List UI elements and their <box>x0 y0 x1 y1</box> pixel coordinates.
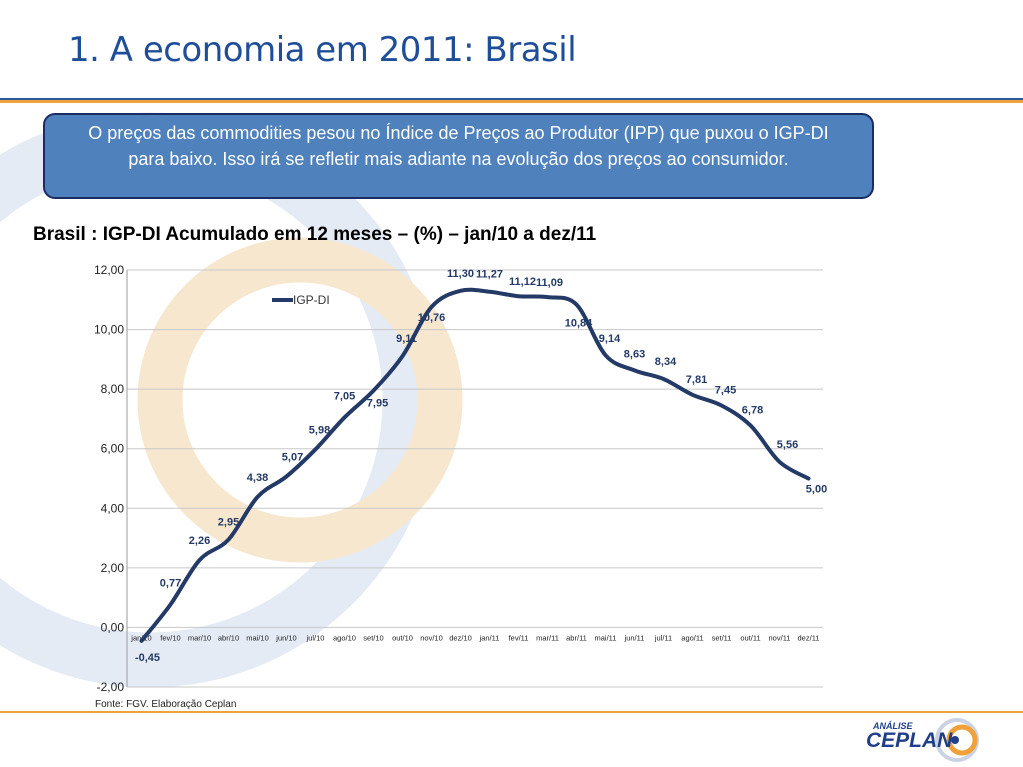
x-tick-label: jul/11 <box>654 633 672 642</box>
slide-title: 1. A economia em 2011: Brasil <box>68 30 577 70</box>
y-tick-label: 0,00 <box>101 620 125 634</box>
x-tick-label: nov/11 <box>769 633 791 642</box>
data-point <box>575 303 578 307</box>
legend-label: IGP-DI <box>293 293 330 307</box>
data-label: 5,07 <box>282 451 303 463</box>
x-tick-label: jun/11 <box>624 633 645 642</box>
data-label: 9,14 <box>599 333 621 345</box>
x-tick-label: ago/11 <box>681 633 703 642</box>
data-label: 10,84 <box>565 318 593 330</box>
data-point <box>633 368 636 372</box>
chart-title: Brasil : IGP-DI Acumulado em 12 meses – … <box>33 224 597 245</box>
data-point <box>430 305 433 309</box>
data-label: 5,98 <box>309 424 330 436</box>
y-tick-label: 8,00 <box>101 382 125 396</box>
data-label: 2,26 <box>189 535 210 547</box>
x-tick-label: nov/10 <box>420 633 443 642</box>
x-tick-label: dez/11 <box>798 633 820 642</box>
data-label: 7,81 <box>686 374 707 386</box>
data-label: -0,45 <box>135 652 160 664</box>
data-label: 11,30 <box>447 268 474 280</box>
y-tick-label: 4,00 <box>101 501 125 515</box>
title-divider <box>0 98 1023 103</box>
data-point <box>488 290 491 294</box>
y-tick-label: 6,00 <box>101 442 125 456</box>
x-tick-label: mar/10 <box>188 633 211 642</box>
data-point <box>169 602 172 606</box>
callout-box: O preços das commodities pesou no Índice… <box>43 113 874 199</box>
y-tick-label: -2,00 <box>97 680 125 694</box>
x-tick-label: dez/10 <box>449 633 472 642</box>
data-label: 4,38 <box>247 472 268 484</box>
logo-tagline: ANÁLISE <box>873 721 913 731</box>
data-point <box>807 477 810 480</box>
data-point <box>198 558 201 562</box>
x-tick-label: mai/10 <box>246 633 269 642</box>
data-point <box>604 353 607 357</box>
data-point <box>140 639 143 643</box>
data-label: 2,95 <box>218 517 239 529</box>
data-point <box>459 289 462 293</box>
x-tick-label: out/11 <box>740 633 760 642</box>
data-label: 0,77 <box>160 577 181 589</box>
x-tick-label: mar/11 <box>536 633 559 642</box>
y-tick-label: 2,00 <box>101 561 125 575</box>
x-tick-label: jan/10 <box>130 633 151 642</box>
data-point <box>720 404 723 408</box>
data-label: 9,11 <box>396 333 417 345</box>
data-label: 11,27 <box>476 269 503 281</box>
data-point <box>778 460 781 464</box>
data-label: 11,09 <box>536 277 563 289</box>
y-tick-label: 12,00 <box>94 263 124 277</box>
source-note: Fonte: FGV. Elaboração Ceplan <box>95 699 237 710</box>
data-label: 6,78 <box>742 404 763 416</box>
data-point <box>256 495 259 499</box>
data-point <box>314 447 317 451</box>
data-point <box>691 393 694 397</box>
data-label: 7,95 <box>367 398 388 410</box>
data-label: 7,45 <box>715 385 736 397</box>
data-point <box>401 354 404 358</box>
x-tick-label: abr/11 <box>566 633 587 642</box>
data-point <box>285 474 288 478</box>
data-label: 7,05 <box>334 390 355 402</box>
x-tick-label: fev/11 <box>509 633 529 642</box>
data-point <box>343 415 346 419</box>
x-tick-label: set/11 <box>712 633 732 642</box>
ceplan-logo-icon <box>935 718 979 762</box>
x-tick-label: abr/10 <box>218 633 239 642</box>
data-label: 5,56 <box>777 439 798 451</box>
y-tick-label: 10,00 <box>94 323 124 337</box>
data-point <box>517 294 520 298</box>
data-point <box>662 377 665 381</box>
x-tick-label: mai/11 <box>595 633 617 642</box>
data-label: 5,00 <box>806 484 827 496</box>
x-tick-label: jan/11 <box>479 633 500 642</box>
x-tick-label: jul/10 <box>306 633 325 642</box>
data-label: 8,34 <box>655 356 677 368</box>
data-label: 8,63 <box>624 348 645 360</box>
x-tick-label: jun/10 <box>275 633 296 642</box>
data-point <box>227 538 230 542</box>
x-tick-label: set/10 <box>363 633 383 642</box>
x-tick-label: fev/10 <box>160 633 180 642</box>
footer-divider <box>0 711 1023 713</box>
data-label: 11,12 <box>509 276 536 288</box>
data-point <box>749 423 752 427</box>
data-point <box>546 295 549 299</box>
logo-wordmark: CEPLAN <box>866 729 953 752</box>
x-tick-label: ago/10 <box>333 633 356 642</box>
data-label: 10,76 <box>418 312 446 324</box>
data-point <box>372 389 375 393</box>
series-line-igp-di <box>139 287 811 643</box>
x-tick-label: out/10 <box>392 633 413 642</box>
